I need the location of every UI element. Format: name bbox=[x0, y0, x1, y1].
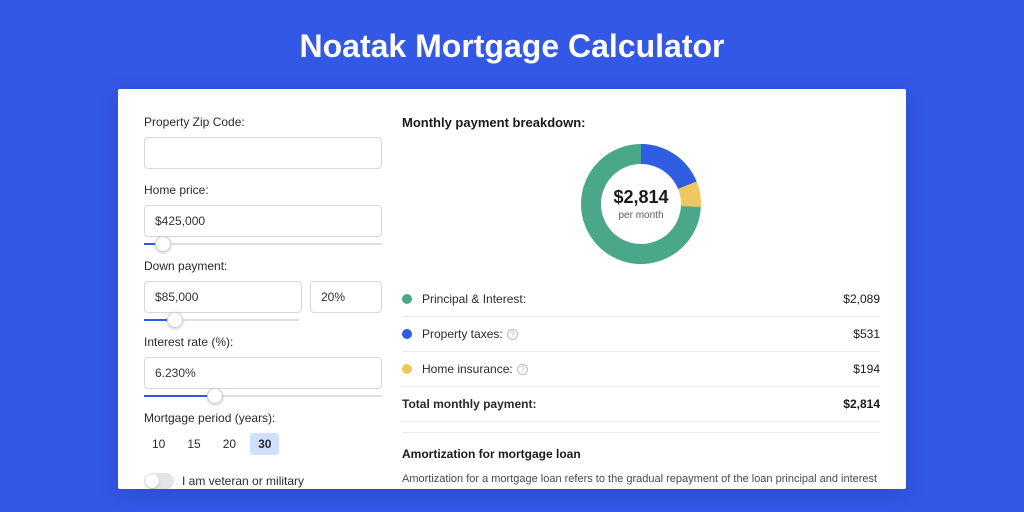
info-icon[interactable]: ? bbox=[517, 364, 528, 375]
zip-label: Property Zip Code: bbox=[144, 115, 382, 129]
breakdown-title: Monthly payment breakdown: bbox=[402, 115, 880, 130]
toggle-knob bbox=[145, 474, 159, 488]
zip-input[interactable] bbox=[144, 137, 382, 169]
down-payment-percent-input[interactable] bbox=[310, 281, 382, 313]
amortization-section: Amortization for mortgage loan Amortizat… bbox=[402, 432, 880, 489]
legend-total-row: Total monthly payment: $2,814 bbox=[402, 386, 880, 422]
donut-center: $2,814 per month bbox=[581, 144, 701, 264]
legend-amount: $194 bbox=[853, 362, 880, 376]
period-button-30[interactable]: 30 bbox=[250, 433, 279, 455]
donut-value: $2,814 bbox=[613, 187, 668, 208]
veteran-toggle[interactable] bbox=[144, 473, 174, 489]
legend-label: Property taxes:? bbox=[422, 327, 853, 341]
down-payment-amount-input[interactable] bbox=[144, 281, 302, 313]
slider-thumb[interactable] bbox=[207, 388, 223, 404]
breakdown-column: Monthly payment breakdown: $2,814 per mo… bbox=[402, 115, 880, 489]
legend-row: Principal & Interest:$2,089 bbox=[402, 282, 880, 317]
form-column: Property Zip Code: Home price: Down paym… bbox=[144, 115, 382, 489]
mortgage-period-label: Mortgage period (years): bbox=[144, 411, 382, 425]
donut-chart: $2,814 per month bbox=[581, 144, 701, 264]
home-price-field: Home price: bbox=[144, 183, 382, 245]
legend-label: Principal & Interest: bbox=[422, 292, 843, 306]
legend-total-amount: $2,814 bbox=[843, 397, 880, 411]
legend-dot bbox=[402, 294, 412, 304]
interest-rate-input[interactable] bbox=[144, 357, 382, 389]
period-button-20[interactable]: 20 bbox=[215, 433, 244, 455]
legend-amount: $531 bbox=[853, 327, 880, 341]
period-button-10[interactable]: 10 bbox=[144, 433, 173, 455]
down-payment-label: Down payment: bbox=[144, 259, 382, 273]
period-button-15[interactable]: 15 bbox=[179, 433, 208, 455]
slider-thumb[interactable] bbox=[155, 236, 171, 252]
down-payment-slider[interactable] bbox=[144, 319, 299, 321]
legend-amount: $2,089 bbox=[843, 292, 880, 306]
interest-rate-field: Interest rate (%): bbox=[144, 335, 382, 397]
interest-rate-label: Interest rate (%): bbox=[144, 335, 382, 349]
home-price-label: Home price: bbox=[144, 183, 382, 197]
legend-row: Home insurance:?$194 bbox=[402, 352, 880, 386]
legend-total-label: Total monthly payment: bbox=[402, 397, 843, 411]
down-payment-field: Down payment: bbox=[144, 259, 382, 321]
donut-chart-wrap: $2,814 per month bbox=[402, 144, 880, 264]
donut-sub: per month bbox=[618, 210, 663, 221]
legend-label: Home insurance:? bbox=[422, 362, 853, 376]
veteran-label: I am veteran or military bbox=[182, 474, 304, 488]
legend-dot bbox=[402, 329, 412, 339]
home-price-input[interactable] bbox=[144, 205, 382, 237]
interest-rate-slider[interactable] bbox=[144, 395, 382, 397]
legend-dot bbox=[402, 364, 412, 374]
zip-field: Property Zip Code: bbox=[144, 115, 382, 169]
page-title: Noatak Mortgage Calculator bbox=[0, 0, 1024, 89]
amortization-text: Amortization for a mortgage loan refers … bbox=[402, 471, 880, 489]
legend-row: Property taxes:?$531 bbox=[402, 317, 880, 352]
veteran-row: I am veteran or military bbox=[144, 473, 382, 489]
calculator-card: Property Zip Code: Home price: Down paym… bbox=[118, 89, 906, 489]
home-price-slider[interactable] bbox=[144, 243, 382, 245]
legend: Principal & Interest:$2,089Property taxe… bbox=[402, 282, 880, 386]
slider-thumb[interactable] bbox=[167, 312, 183, 328]
amortization-title: Amortization for mortgage loan bbox=[402, 447, 880, 461]
mortgage-period-field: Mortgage period (years): 10 15 20 30 bbox=[144, 411, 382, 455]
info-icon[interactable]: ? bbox=[507, 329, 518, 340]
mortgage-period-options: 10 15 20 30 bbox=[144, 433, 382, 455]
slider-fill bbox=[144, 395, 215, 397]
